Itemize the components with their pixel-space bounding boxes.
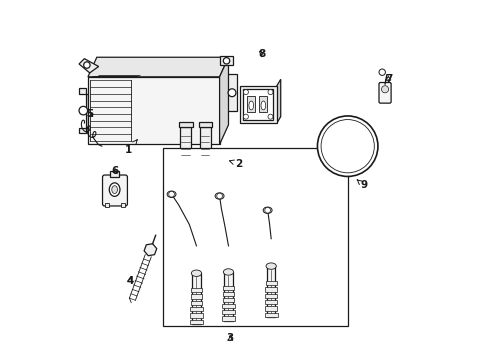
Text: 1: 1: [125, 140, 137, 155]
Bar: [223, 286, 234, 290]
Circle shape: [267, 90, 272, 95]
Text: 8: 8: [258, 49, 264, 59]
Ellipse shape: [215, 193, 224, 199]
Bar: [190, 314, 202, 318]
FancyBboxPatch shape: [378, 82, 390, 103]
Ellipse shape: [109, 183, 120, 196]
Bar: [220, 56, 232, 65]
Circle shape: [381, 86, 388, 93]
FancyBboxPatch shape: [102, 175, 127, 206]
Bar: [190, 307, 202, 311]
Bar: [190, 288, 202, 292]
Ellipse shape: [265, 263, 276, 269]
Circle shape: [264, 207, 270, 213]
Circle shape: [168, 192, 174, 197]
Ellipse shape: [191, 270, 201, 276]
Bar: [265, 281, 276, 285]
Bar: [179, 122, 192, 127]
Circle shape: [223, 58, 229, 64]
Circle shape: [267, 114, 272, 119]
Bar: [259, 96, 267, 112]
Bar: [88, 77, 219, 144]
Bar: [190, 294, 202, 299]
Bar: [180, 127, 191, 159]
Ellipse shape: [263, 207, 271, 213]
Bar: [163, 148, 347, 326]
Circle shape: [79, 106, 87, 115]
Polygon shape: [276, 79, 280, 123]
Polygon shape: [88, 57, 228, 77]
Bar: [104, 203, 109, 207]
Bar: [264, 300, 277, 304]
Ellipse shape: [167, 191, 176, 197]
Bar: [192, 273, 200, 324]
Text: 9: 9: [356, 180, 366, 190]
Text: 2: 2: [229, 159, 242, 169]
Circle shape: [321, 120, 373, 173]
Bar: [223, 292, 234, 296]
Bar: [222, 298, 234, 302]
Bar: [198, 122, 212, 127]
Bar: [264, 306, 277, 311]
Bar: [226, 74, 237, 111]
Bar: [210, 150, 221, 164]
Ellipse shape: [261, 101, 265, 110]
Circle shape: [216, 193, 222, 199]
Ellipse shape: [248, 101, 253, 110]
Bar: [173, 159, 219, 167]
Bar: [239, 86, 276, 123]
Bar: [222, 304, 234, 309]
Circle shape: [317, 116, 377, 176]
Text: 4: 4: [126, 276, 133, 287]
Bar: [190, 320, 203, 324]
Bar: [200, 127, 210, 159]
Bar: [190, 301, 202, 305]
Circle shape: [243, 90, 248, 95]
Ellipse shape: [112, 186, 117, 194]
Polygon shape: [79, 88, 88, 133]
Bar: [266, 266, 275, 317]
Polygon shape: [144, 244, 157, 256]
Bar: [243, 89, 273, 120]
Text: 6: 6: [111, 166, 118, 176]
Circle shape: [378, 69, 385, 75]
Circle shape: [83, 62, 90, 68]
Text: 5: 5: [86, 109, 93, 119]
Text: 7: 7: [384, 73, 391, 84]
Bar: [265, 287, 276, 292]
Bar: [224, 272, 232, 320]
Bar: [110, 171, 119, 177]
Bar: [265, 294, 277, 298]
Polygon shape: [79, 59, 99, 73]
Bar: [121, 203, 125, 207]
Circle shape: [243, 114, 248, 119]
Circle shape: [228, 89, 236, 96]
Bar: [222, 316, 234, 320]
Bar: [264, 313, 277, 317]
Bar: [247, 96, 255, 112]
Text: 3: 3: [226, 333, 233, 343]
Bar: [222, 310, 234, 315]
Ellipse shape: [223, 269, 233, 275]
Polygon shape: [219, 57, 228, 144]
